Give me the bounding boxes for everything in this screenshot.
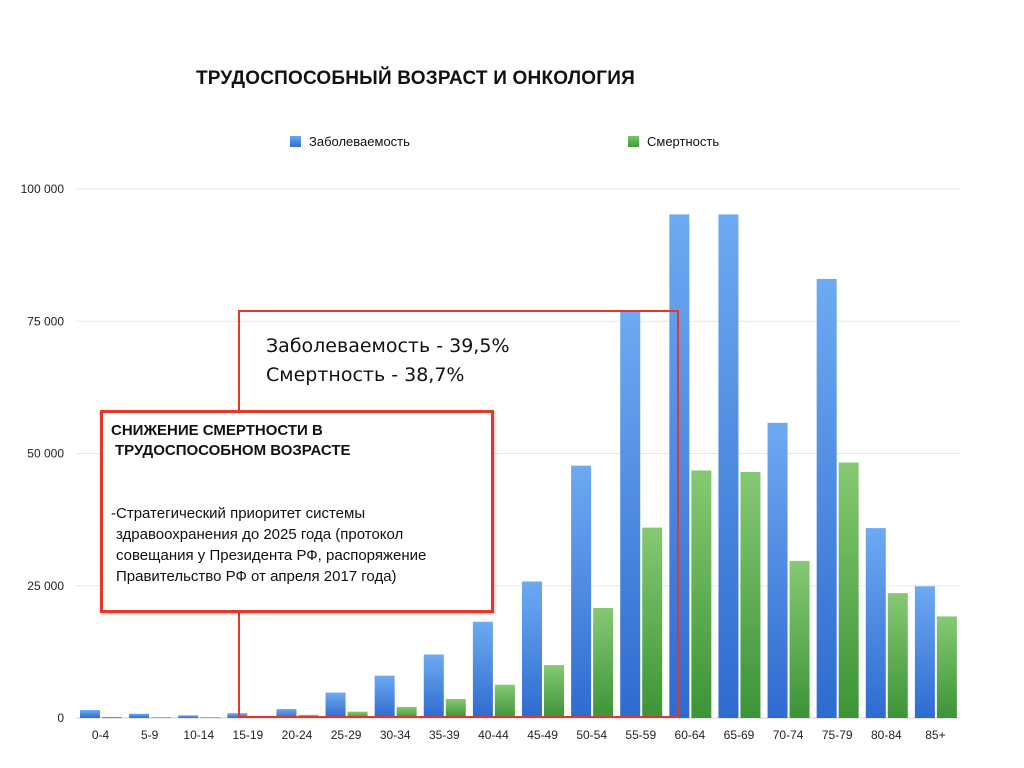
bar-incidence — [669, 214, 690, 718]
bar-incidence — [325, 692, 346, 718]
bar-mortality — [200, 717, 221, 718]
bar-incidence — [767, 422, 788, 718]
y-tick-label: 100 000 — [21, 182, 65, 196]
bar-incidence — [816, 278, 837, 718]
bar-mortality — [789, 560, 810, 718]
bar-mortality — [347, 711, 368, 718]
callout-body-line1: -Стратегический приоритет системы — [111, 505, 366, 522]
x-tick-label: 50-54 — [576, 728, 607, 742]
bar-incidence — [423, 654, 444, 718]
callout-heading: СНИЖЕНИЕ СМЕРТНОСТИ В ТРУДОСПОСОБНОМ ВОЗ… — [111, 421, 481, 461]
bar-incidence — [472, 621, 493, 718]
x-tick-label: 75-79 — [822, 728, 853, 742]
bar-mortality — [593, 607, 614, 718]
stats-incidence: Заболеваемость - 39,5% — [266, 335, 510, 357]
bar-incidence — [276, 709, 297, 718]
bar-incidence — [914, 586, 935, 718]
callout-heading-line1: СНИЖЕНИЕ СМЕРТНОСТИ В — [111, 422, 323, 439]
y-tick-label: 25 000 — [27, 579, 64, 593]
bar-mortality — [642, 527, 663, 718]
x-tick-label: 20-24 — [282, 728, 313, 742]
legend-label-incidence: Заболеваемость — [309, 134, 410, 149]
x-tick-label: 60-64 — [675, 728, 706, 742]
x-tick-label: 25-29 — [331, 728, 362, 742]
x-tick-label: 15-19 — [233, 728, 264, 742]
bar-mortality — [544, 665, 564, 718]
bar-mortality — [445, 698, 466, 718]
bar-mortality — [396, 706, 417, 718]
legend-label-mortality: Смертность — [647, 134, 720, 149]
x-tick-label: 10-14 — [183, 728, 214, 742]
y-tick-label: 0 — [57, 711, 64, 725]
legend-swatch-green — [628, 136, 639, 147]
bar-incidence — [865, 528, 886, 718]
legend-item-incidence: Заболеваемость — [290, 134, 410, 149]
callout-body-line4: Правительство РФ от апреля 2017 года) — [116, 568, 397, 585]
legend-item-mortality: Смертность — [628, 134, 719, 149]
priority-callout-box: СНИЖЕНИЕ СМЕРТНОСТИ В ТРУДОСПОСОБНОМ ВОЗ… — [100, 410, 494, 613]
x-tick-label: 55-59 — [625, 728, 656, 742]
bar-incidence — [374, 675, 395, 718]
bar-mortality — [740, 472, 761, 718]
bar-mortality — [838, 462, 859, 718]
x-tick-label: 65-69 — [724, 728, 755, 742]
bar-mortality — [691, 470, 712, 718]
bar-mortality — [887, 593, 908, 718]
x-tick-label: 5-9 — [141, 728, 159, 742]
callout-heading-line2: ТРУДОСПОСОБНОМ ВОЗРАСТЕ — [115, 442, 351, 459]
callout-body-line3: совещания у Президента РФ, распоряжение — [116, 547, 427, 564]
y-tick-label: 75 000 — [27, 314, 64, 328]
bar-mortality — [102, 716, 122, 718]
bar-incidence — [227, 713, 248, 718]
bar-incidence — [522, 581, 542, 718]
x-tick-label: 45-49 — [527, 728, 558, 742]
callout-body-line2: здравоохранения до 2025 года (протокол — [116, 526, 404, 543]
bar-incidence — [571, 465, 592, 718]
bar-incidence — [129, 713, 150, 718]
chart-title: ТРУДОСПОСОБНЫЙ ВОЗРАСТ И ОНКОЛОГИЯ — [196, 68, 635, 89]
x-tick-label: 30-34 — [380, 728, 411, 742]
callout-body: -Стратегический приоритет системы здраво… — [111, 503, 481, 587]
bar-mortality — [494, 684, 515, 718]
bar-incidence — [80, 710, 100, 718]
x-tick-label: 80-84 — [871, 728, 902, 742]
bar-incidence — [620, 310, 641, 718]
bar-incidence — [718, 214, 739, 718]
bar-mortality — [151, 717, 172, 718]
legend-swatch-blue — [290, 136, 301, 147]
bar-mortality — [936, 616, 957, 718]
y-tick-label: 50 000 — [27, 447, 64, 461]
bar-incidence — [178, 715, 199, 718]
x-tick-label: 70-74 — [773, 728, 804, 742]
x-tick-label: 40-44 — [478, 728, 509, 742]
x-tick-label: 0-4 — [92, 728, 110, 742]
x-tick-label: 85+ — [925, 728, 945, 742]
decline-stats: Заболеваемость - 39,5% Смертность - 38,7… — [266, 332, 510, 390]
stats-mortality: Смертность - 38,7% — [266, 364, 465, 386]
x-tick-label: 35-39 — [429, 728, 460, 742]
